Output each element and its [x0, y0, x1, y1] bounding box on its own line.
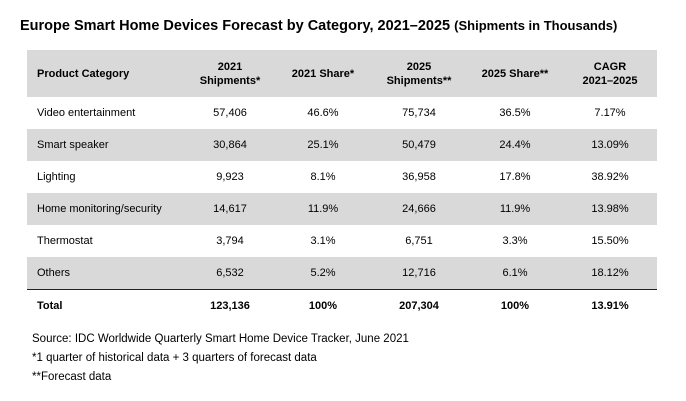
cell-2025-share: 6.1%: [467, 257, 563, 290]
table-row: Thermostat 3,794 3.1% 6,751 3.3% 15.50%: [27, 225, 657, 257]
table-row: Smart speaker 30,864 25.1% 50,479 24.4% …: [27, 129, 657, 161]
table-row: Others 6,532 5.2% 12,716 6.1% 18.12%: [27, 257, 657, 290]
cell-2021-shipments: 123,136: [185, 289, 275, 322]
cell-2021-share: 3.1%: [310, 235, 336, 247]
cell-cagr: 13.98%: [563, 193, 657, 225]
cell-category: Smart speaker: [27, 129, 185, 161]
page-title: Europe Smart Home Devices Forecast by Ca…: [20, 18, 617, 34]
header-2021-shipments: 2021 Shipments*: [185, 50, 275, 97]
cell-cagr: 7.17%: [594, 107, 626, 119]
header-2025-share: 2025 Share**: [467, 50, 563, 97]
cell-category: Thermostat: [37, 235, 93, 247]
cell-category: Total: [27, 289, 185, 322]
source-note: Source: IDC Worldwide Quarterly Smart Ho…: [32, 333, 409, 345]
table-row: Video entertainment 57,406 46.6% 75,734 …: [27, 97, 657, 129]
cell-2025-share: 24.4%: [467, 129, 563, 161]
cell-2021-share: 8.1%: [310, 171, 336, 183]
cell-2025-shipments: 36,958: [402, 171, 436, 183]
table-row: Lighting 9,923 8.1% 36,958 17.8% 38.92%: [27, 161, 657, 193]
cell-2021-shipments: 3,794: [216, 235, 244, 247]
cell-2021-shipments: 57,406: [213, 107, 247, 119]
header-row: Product Category 2021 Shipments* 2021 Sh…: [27, 50, 657, 97]
title-main: Europe Smart Home Devices Forecast by Ca…: [20, 18, 451, 34]
cell-2025-share: 100%: [467, 289, 563, 322]
cell-2025-shipments: 24,666: [371, 193, 467, 225]
cell-2025-shipments: 75,734: [402, 107, 436, 119]
cell-2025-shipments: 207,304: [371, 289, 467, 322]
cell-2021-share: 11.9%: [275, 193, 371, 225]
cell-2021-shipments: 9,923: [216, 171, 244, 183]
header-2021-share: 2021 Share*: [275, 50, 371, 97]
header-cagr: CAGR 2021–2025: [563, 50, 657, 97]
cell-2021-share: 25.1%: [275, 129, 371, 161]
cell-cagr: 15.50%: [591, 235, 629, 247]
cell-2025-shipments: 6,751: [405, 235, 433, 247]
footnote-historical: *1 quarter of historical data + 3 quarte…: [32, 352, 317, 364]
cell-2021-shipments: 6,532: [185, 257, 275, 290]
cell-category: Lighting: [37, 171, 76, 183]
cell-category: Video entertainment: [37, 107, 136, 119]
cell-2021-share: 5.2%: [275, 257, 371, 290]
cell-category: Home monitoring/security: [27, 193, 185, 225]
cell-2025-share: 36.5%: [499, 107, 531, 119]
cell-cagr: 13.91%: [563, 289, 657, 322]
cell-cagr: 18.12%: [563, 257, 657, 290]
header-product-category: Product Category: [27, 50, 185, 97]
footnotes: Source: IDC Worldwide Quarterly Smart Ho…: [32, 330, 409, 387]
cell-2021-share: 100%: [275, 289, 371, 322]
cell-2025-share: 11.9%: [467, 193, 563, 225]
cell-2025-share: 17.8%: [499, 171, 531, 183]
cell-2025-shipments: 50,479: [371, 129, 467, 161]
cell-2025-shipments: 12,716: [371, 257, 467, 290]
cell-category: Others: [27, 257, 185, 290]
cell-2025-share: 3.3%: [502, 235, 528, 247]
header-2025-shipments: 2025 Shipments**: [371, 50, 467, 97]
cell-cagr: 38.92%: [591, 171, 629, 183]
cell-2021-shipments: 14,617: [185, 193, 275, 225]
forecast-table: Product Category 2021 Shipments* 2021 Sh…: [27, 50, 657, 322]
cell-cagr: 13.09%: [563, 129, 657, 161]
cell-2021-share: 46.6%: [307, 107, 339, 119]
total-row: Total 123,136 100% 207,304 100% 13.91%: [27, 289, 657, 322]
table-row: Home monitoring/security 14,617 11.9% 24…: [27, 193, 657, 225]
cell-2021-shipments: 30,864: [185, 129, 275, 161]
footnote-forecast: **Forecast data: [32, 371, 112, 383]
title-subtitle: (Shipments in Thousands): [454, 18, 618, 33]
